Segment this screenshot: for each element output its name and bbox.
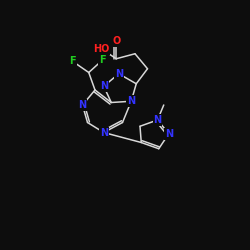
Text: O: O	[112, 36, 120, 46]
Text: N: N	[100, 81, 108, 91]
Text: N: N	[154, 115, 162, 125]
Text: F: F	[69, 56, 76, 66]
Text: F: F	[99, 55, 106, 65]
Text: N: N	[78, 100, 86, 110]
Text: N: N	[127, 96, 135, 106]
Text: N: N	[100, 128, 108, 138]
Text: N: N	[165, 129, 173, 139]
Text: HO: HO	[93, 44, 110, 54]
Text: N: N	[115, 69, 123, 79]
